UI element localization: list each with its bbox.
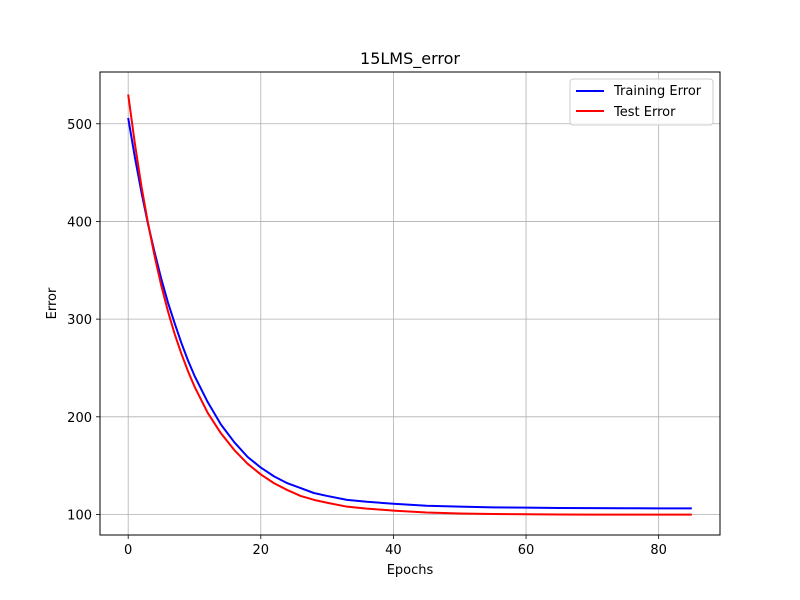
y-tick-label: 300 xyxy=(67,313,92,328)
y-tick-label: 200 xyxy=(67,411,92,426)
legend-box xyxy=(569,78,714,126)
x-tick-label: 40 xyxy=(385,543,402,558)
x-tick-label: 0 xyxy=(124,543,132,558)
x-axis-label: Epochs xyxy=(387,563,434,578)
series-line-test-error xyxy=(127,94,692,516)
legend-label-training-error: Training Error xyxy=(613,84,702,99)
y-tick-label: 400 xyxy=(67,215,92,230)
legend-label-test-error: Test Error xyxy=(613,105,676,120)
x-tick-label: 20 xyxy=(253,543,270,558)
chart-title: 15LMS_error xyxy=(360,49,460,69)
x-tick-label: 60 xyxy=(518,543,535,558)
x-tick-label: 80 xyxy=(650,543,667,558)
ticks: 0 20 40 60 80 100 200 300 400 500 xyxy=(67,118,667,558)
y-axis-label: Error xyxy=(45,287,60,319)
series-line-training-error xyxy=(127,117,692,510)
series-layer xyxy=(127,94,692,516)
y-tick-label: 500 xyxy=(67,118,92,133)
y-tick-label: 100 xyxy=(67,508,92,523)
plot-area-frame xyxy=(99,71,721,536)
legend: Training Error Test Error xyxy=(569,78,714,126)
